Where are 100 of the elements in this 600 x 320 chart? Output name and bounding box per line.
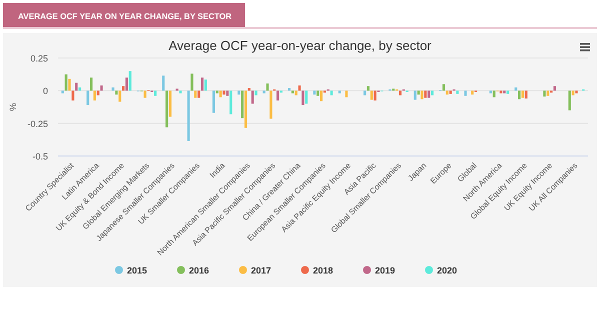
bar: [93, 90, 96, 100]
bar: [204, 80, 207, 91]
bar: [553, 86, 556, 91]
bar: [128, 71, 132, 91]
bar: [489, 90, 492, 94]
bar: [241, 90, 244, 118]
bar: [298, 85, 301, 91]
bar: [345, 90, 348, 98]
y-tick-label: -0.25: [27, 118, 48, 129]
bar: [122, 86, 125, 91]
bar: [100, 85, 103, 91]
y-tick-label: -0.5: [32, 152, 48, 162]
bar: [420, 90, 424, 100]
chart-subtitle: AVERAGE OCF YEAR ON YEAR CHANGE, BY SECTOR: [18, 12, 232, 21]
bar: [222, 90, 226, 95]
bar: [254, 90, 258, 96]
bar: [417, 90, 420, 95]
bar: [302, 90, 304, 106]
legend-label: 2016: [189, 266, 210, 276]
bar: [266, 83, 269, 91]
bar: [270, 90, 272, 119]
bar: [398, 90, 402, 96]
y-tick-label: 0: [42, 86, 48, 96]
bar: [524, 90, 528, 99]
legend-label: 2020: [437, 266, 458, 276]
bar: [320, 90, 323, 102]
bar: [64, 74, 68, 91]
bar: [313, 90, 316, 95]
bar: [518, 90, 521, 100]
bar: [216, 90, 218, 94]
bar: [190, 74, 194, 91]
bar: [503, 90, 506, 94]
y-axis-title: %: [8, 102, 18, 112]
bar: [86, 90, 90, 106]
bar: [572, 90, 574, 96]
bar: [316, 90, 320, 96]
bar: [168, 90, 172, 117]
bar: [464, 90, 467, 96]
bar: [446, 90, 448, 95]
bar: [456, 90, 459, 94]
bar: [364, 90, 366, 96]
bar: [68, 78, 71, 91]
bar: [294, 90, 298, 96]
bar: [96, 90, 100, 96]
bar: [521, 90, 524, 98]
bar: [238, 90, 240, 95]
bar: [568, 90, 571, 110]
bar: [575, 90, 578, 94]
bar: [72, 90, 74, 100]
bar: [179, 90, 182, 94]
bar: [330, 90, 333, 96]
bar: [61, 90, 64, 94]
bar: [244, 90, 248, 128]
bar: [187, 90, 190, 141]
bar: [144, 90, 146, 98]
bar: [430, 90, 434, 96]
bar: [226, 90, 229, 96]
bar: [115, 90, 118, 95]
bar: [90, 78, 93, 91]
bar: [546, 90, 550, 96]
bar: [166, 90, 168, 128]
legend-label: 2019: [375, 266, 396, 276]
bar: [75, 82, 78, 91]
bar: [118, 90, 122, 102]
bar: [262, 90, 266, 94]
bar: [230, 90, 232, 114]
bar: [212, 90, 216, 113]
bar: [162, 76, 165, 91]
bar: [374, 90, 376, 100]
bar: [305, 90, 308, 104]
bar: [219, 90, 222, 98]
bar: [112, 87, 114, 91]
bar: [251, 90, 254, 104]
bar: [543, 90, 546, 97]
bar: [291, 90, 294, 94]
bar: [370, 90, 373, 100]
bar: [428, 90, 430, 98]
bar: [288, 88, 291, 91]
legend-label: 2017: [251, 266, 272, 276]
bar: [449, 90, 452, 94]
bar: [414, 90, 416, 100]
y-tick-label: 0.25: [30, 54, 48, 64]
bar: [154, 90, 157, 96]
bar: [338, 90, 341, 94]
bar: [198, 90, 200, 98]
bar: [125, 78, 128, 91]
bar: [200, 78, 204, 91]
bar: [471, 90, 474, 95]
bar: [248, 88, 250, 91]
bar: [492, 90, 496, 98]
legend-label: 2015: [127, 266, 148, 276]
bar: [366, 86, 370, 91]
bar: [424, 90, 427, 98]
bar: [500, 90, 502, 94]
legend-label: 2018: [313, 266, 334, 276]
bar: [442, 84, 446, 91]
bar: [506, 90, 510, 94]
bar: [194, 90, 197, 98]
bar: [276, 90, 280, 100]
chart-title: Average OCF year-on-year change, by sector: [168, 38, 432, 53]
